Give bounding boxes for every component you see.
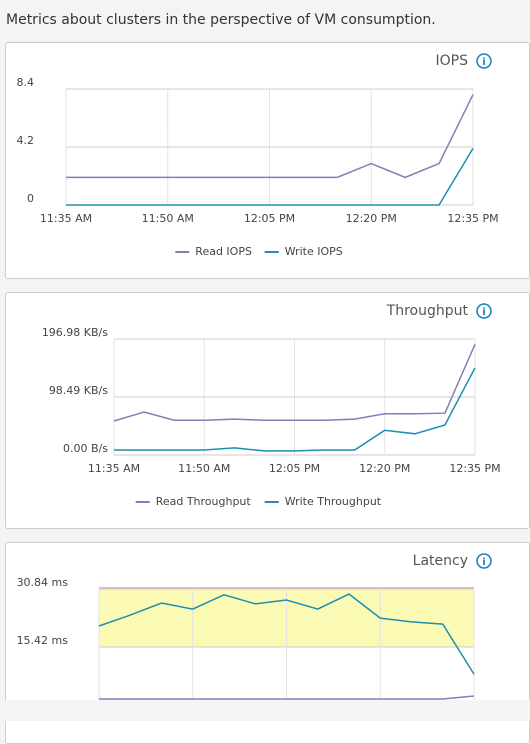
x-tick-label: 11:50 AM bbox=[142, 212, 194, 225]
page: Metrics about clusters in the perspectiv… bbox=[0, 12, 530, 744]
info-icon-glyph: i bbox=[482, 307, 485, 318]
x-tick-label: 12:05 PM bbox=[244, 212, 295, 225]
y-tick-label: 30.84 ms bbox=[17, 576, 69, 589]
info-icon-glyph: i bbox=[482, 57, 485, 68]
header: Metrics about clusters in the perspectiv… bbox=[6, 12, 436, 28]
y-tick-label: 15.42 ms bbox=[17, 634, 69, 647]
x-tick-label: 12:35 PM bbox=[447, 212, 498, 225]
y-tick-label: 196.98 KB/s bbox=[42, 326, 108, 339]
legend-label: Read IOPS bbox=[195, 245, 252, 258]
info-icon bbox=[476, 553, 492, 569]
y-tick-label: 8.4 bbox=[17, 76, 35, 89]
y-tick-label: 98.49 KB/s bbox=[49, 384, 108, 397]
series-line bbox=[114, 367, 476, 452]
series-line bbox=[98, 593, 475, 675]
series-line bbox=[113, 343, 476, 422]
y-tick-label: 4.2 bbox=[17, 134, 35, 147]
chart-title: IOPS bbox=[436, 53, 469, 69]
info-icon bbox=[476, 303, 492, 319]
series-line bbox=[66, 94, 474, 179]
chart: IOPS i 0 4.2 8.4 11:35 AM 11:50 AM 12:05 PM 12:2… bbox=[17, 53, 499, 258]
chart: Throughput i 0.00 B/s 98.49 KB/s 196.98 KB/s… bbox=[42, 303, 501, 508]
series-line bbox=[99, 695, 475, 700]
info-icon-glyph: i bbox=[482, 557, 485, 568]
y-tick-label: 0 bbox=[27, 192, 34, 205]
x-tick-label: 12:05 PM bbox=[269, 462, 320, 475]
legend-label: Write IOPS bbox=[285, 245, 343, 258]
footer-bar bbox=[0, 700, 530, 721]
x-tick-label: 12:35 PM bbox=[449, 462, 500, 475]
legend-label: Write Throughput bbox=[285, 495, 382, 508]
chart: Latency i 15.42 ms 30.84 ms bbox=[17, 553, 492, 705]
info-icon bbox=[476, 53, 492, 69]
series-line bbox=[66, 147, 474, 206]
x-tick-label: 12:20 PM bbox=[346, 212, 397, 225]
x-tick-label: 11:35 AM bbox=[40, 212, 92, 225]
iops-panel: IOPS i 0 4.2 8.4 11:35 AM 11:50 AM 12:05 PM 12:2… bbox=[5, 42, 530, 279]
throughput-panel: Throughput i 0.00 B/s 98.49 KB/s 196.98 KB/s… bbox=[5, 292, 530, 529]
chart-title: Throughput bbox=[386, 303, 469, 319]
chart-title: Latency bbox=[413, 553, 468, 569]
x-tick-label: 11:50 AM bbox=[178, 462, 230, 475]
x-tick-label: 11:35 AM bbox=[88, 462, 140, 475]
legend-label: Read Throughput bbox=[156, 495, 252, 508]
x-tick-label: 12:20 PM bbox=[359, 462, 410, 475]
y-tick-label: 0.00 B/s bbox=[63, 442, 108, 455]
